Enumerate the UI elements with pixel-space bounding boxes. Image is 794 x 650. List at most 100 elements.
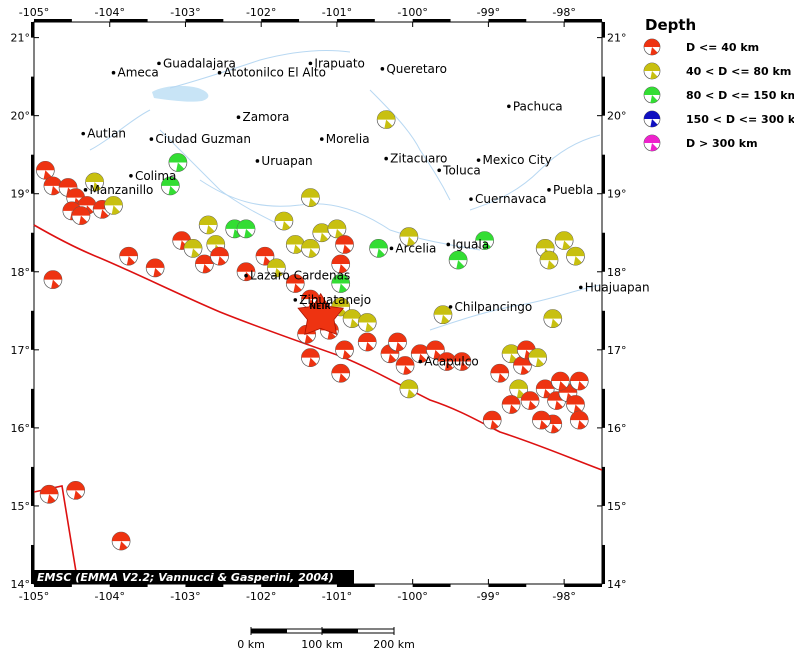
event-beachball — [335, 235, 354, 254]
event-beachball — [36, 160, 55, 180]
city-label: Queretaro — [386, 62, 447, 76]
frame-band-bottom — [336, 584, 375, 587]
legend-swatch — [643, 86, 661, 104]
lon-label-bottom: -100° — [397, 590, 427, 603]
lon-label-bottom: -105° — [19, 590, 49, 603]
city-dot — [255, 159, 260, 163]
lat-label-right: 15° — [607, 500, 627, 513]
credit-text: EMSC (EMMA V2.2; Vannucci & Gasperini, 2… — [37, 571, 334, 584]
river-balsas — [199, 179, 481, 251]
event-beachball — [376, 110, 396, 129]
city-dot — [578, 285, 583, 290]
frame-band-top — [185, 19, 224, 22]
city-dot — [236, 115, 241, 120]
city-label: Iguala — [452, 237, 489, 251]
event-beachball — [66, 480, 86, 500]
legend-title: Depth — [645, 16, 696, 34]
lat-label-right: 18° — [607, 266, 627, 279]
lon-label-top: -104° — [94, 6, 124, 19]
river-tepalcatepec — [159, 129, 281, 226]
event-beachball — [452, 352, 472, 371]
lat-label-left: 15° — [11, 500, 31, 513]
event-beachball — [331, 254, 351, 274]
lon-label-top: -103° — [170, 6, 200, 19]
lon-label-top: -100° — [397, 6, 427, 19]
city-label: Irapuato — [314, 56, 364, 70]
city-label: Arcelia — [395, 241, 436, 255]
city-dot — [293, 298, 298, 302]
event-beachball — [501, 395, 521, 414]
lat-label-left: 17° — [11, 344, 31, 357]
event-beachball — [482, 410, 502, 430]
river-north — [369, 89, 451, 201]
lat-label-left: 18° — [11, 266, 31, 279]
event-beachball — [301, 239, 320, 258]
city-dot — [83, 188, 88, 192]
event-beachball — [195, 254, 214, 274]
city-labels: Guadalajara Ameca Atotonilco El AltoIrapua… — [81, 56, 650, 369]
lat-label-right: 20° — [607, 110, 627, 123]
event-beachball — [528, 348, 547, 367]
event-beachball — [569, 371, 589, 391]
city-label: Ciudad Guzman — [155, 132, 251, 146]
city-dot — [111, 70, 116, 75]
lat-label-right: 16° — [607, 422, 627, 435]
river-east — [469, 134, 601, 211]
frame-band-right — [602, 232, 605, 272]
lon-label-top: -101° — [322, 6, 352, 19]
city-dot — [389, 246, 394, 251]
river-lerma — [169, 49, 351, 89]
frame-band-bottom — [412, 584, 451, 587]
epicenter-star — [297, 292, 345, 336]
event-beachball — [520, 391, 540, 410]
city-dot — [308, 61, 313, 66]
city-label: Zitacuaro — [390, 152, 447, 166]
earthquake-events — [36, 110, 589, 551]
city-dot — [418, 359, 423, 364]
city-label: Manzanillo — [89, 183, 153, 197]
event-beachball — [210, 246, 229, 266]
city-label: Atotonilco El Alto — [224, 66, 326, 80]
lat-label-left: 21° — [11, 32, 31, 45]
event-beachball — [357, 332, 377, 352]
legend-swatch — [643, 134, 661, 152]
city-label: Pachuca — [513, 99, 563, 113]
lat-label-right: 14° — [607, 578, 627, 591]
event-beachball — [274, 211, 294, 231]
city-label: Uruapan — [261, 154, 312, 168]
city-dot — [157, 61, 161, 66]
event-beachball — [539, 250, 559, 270]
event-beachball — [566, 246, 585, 266]
event-beachball — [266, 258, 286, 278]
frame-band-left — [31, 232, 34, 272]
event-beachball — [236, 219, 256, 239]
lon-label-bottom: -103° — [170, 590, 200, 603]
frame-band-right — [602, 22, 605, 38]
frame-band-bottom — [564, 584, 602, 587]
event-beachball — [119, 246, 139, 266]
event-beachball — [160, 176, 180, 196]
event-beachball — [554, 231, 574, 250]
lat-label-right: 19° — [607, 188, 627, 201]
frame-band-left — [31, 544, 34, 584]
event-beachball — [236, 262, 256, 282]
event-beachball — [433, 305, 453, 325]
graticule: -105° -105° -104° -104° -103° -103° -102° -102°… — [11, 6, 627, 603]
frame-band-top — [412, 19, 451, 22]
frame-band-right — [602, 388, 605, 428]
water-features — [89, 49, 601, 331]
main-shock: NEIR — [297, 292, 345, 336]
epicenter-label: NEIR — [309, 302, 330, 311]
event-beachball — [285, 235, 305, 254]
frame-band-left — [31, 388, 34, 428]
legend-label: D > 300 km — [686, 137, 758, 150]
event-beachball — [399, 227, 419, 247]
frame-band-left — [31, 310, 34, 350]
lon-label-top: -102° — [246, 6, 276, 19]
depth-legend: Depth D <= 40 km 40 < D <= 80 km 80 < D <=… — [643, 16, 794, 152]
event-beachball — [85, 172, 104, 192]
frame-band-left — [31, 22, 34, 38]
frame-band-right — [602, 544, 605, 584]
city-label: Acapulco — [424, 355, 478, 369]
event-beachball — [71, 206, 91, 225]
